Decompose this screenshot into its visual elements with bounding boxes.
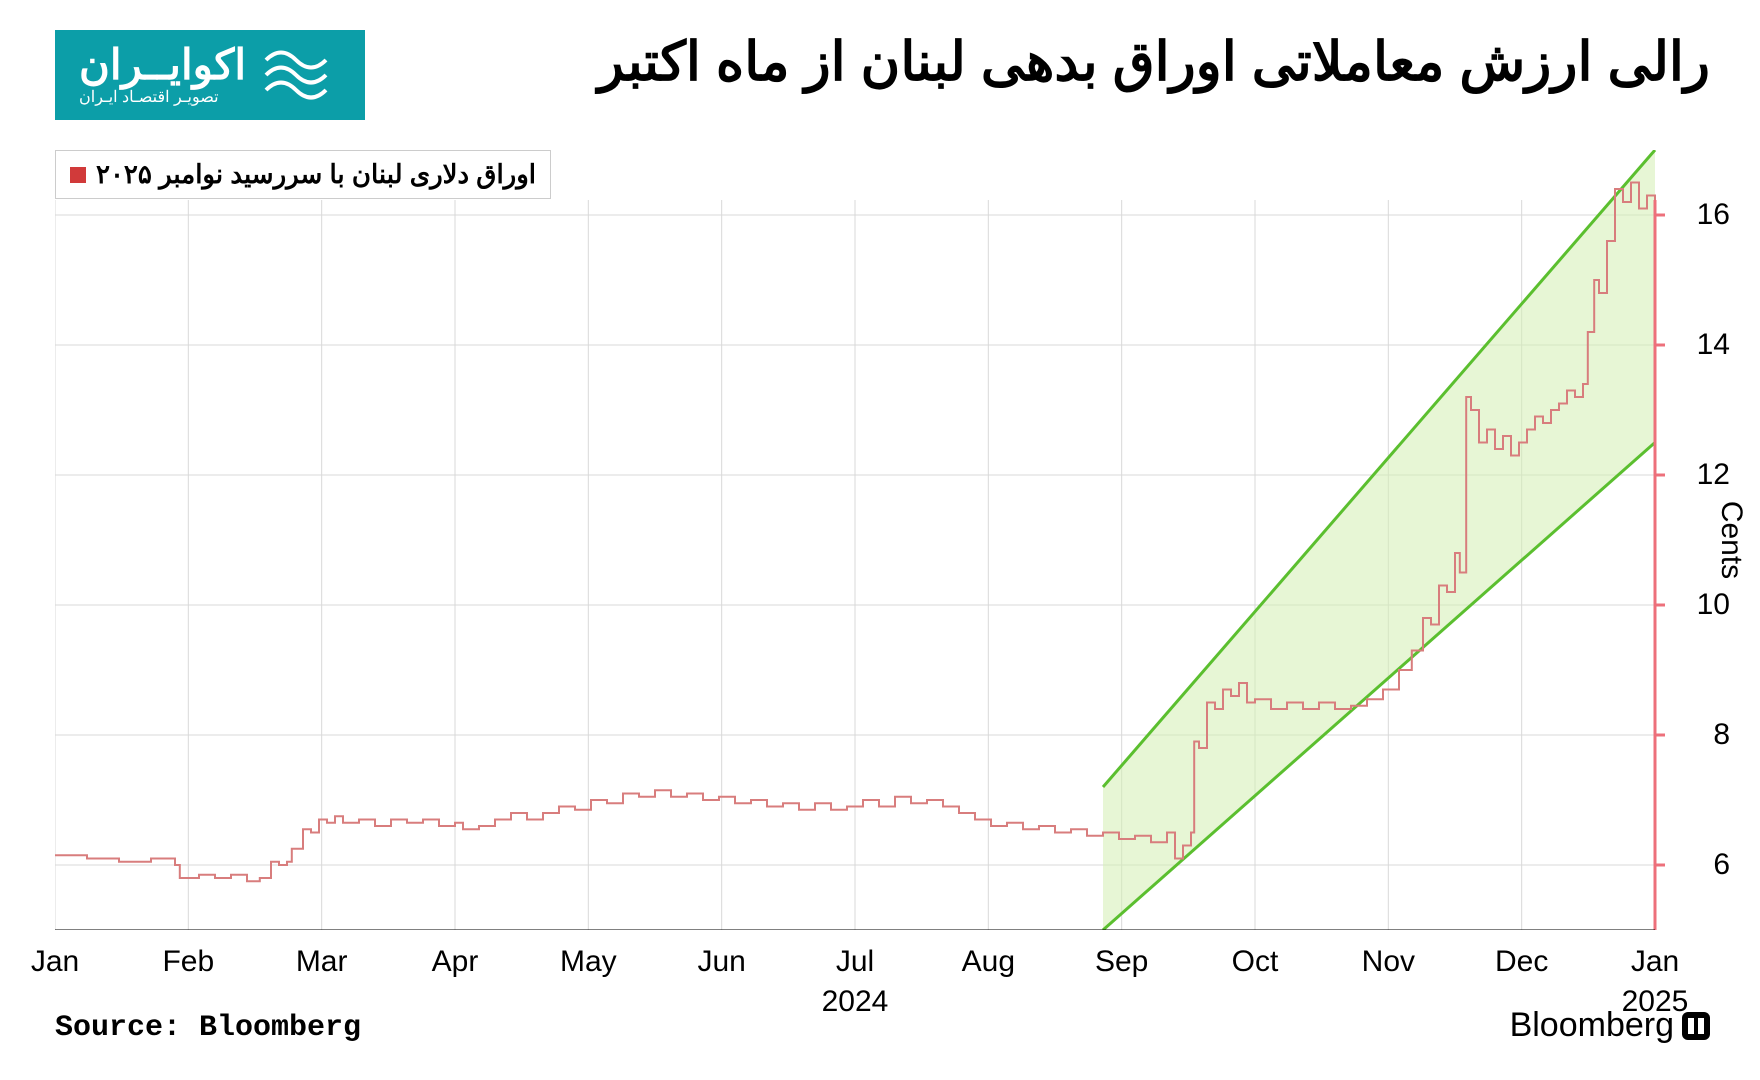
x-tick-label: Feb (162, 945, 214, 979)
y-tick-label: 16 (1697, 198, 1730, 232)
ecoiran-logo: اکوایــران تصویـر اقتصـاد ایـران (55, 30, 365, 120)
x-tick-label: Jan (31, 945, 79, 979)
x-tick-label: Jul (836, 945, 874, 979)
chart-svg (55, 150, 1675, 930)
legend-swatch (70, 167, 86, 183)
legend-label: اوراق دلاری لبنان با سررسید نوامبر ۲۰۲۵ (96, 159, 536, 190)
chart-title: رالی ارزش معاملاتی اوراق بدهی لبنان از م… (598, 30, 1710, 93)
y-tick-label: 14 (1697, 328, 1730, 362)
y-tick-label: 10 (1697, 588, 1730, 622)
x-tick-label: Mar (296, 945, 348, 979)
source-label: Source: Bloomberg (55, 1011, 361, 1045)
x-tick-label: May (560, 945, 617, 979)
y-tick-label: 12 (1697, 458, 1730, 492)
logo-main-text: اکوایــران (79, 44, 246, 86)
logo-wave-icon (261, 40, 331, 110)
legend: اوراق دلاری لبنان با سررسید نوامبر ۲۰۲۵ (55, 150, 551, 199)
x-tick-label: Sep (1095, 945, 1148, 979)
x-tick-label: Aug (962, 945, 1015, 979)
bloomberg-icon (1682, 1012, 1710, 1040)
bloomberg-brand: Bloomberg (1510, 1006, 1710, 1045)
x-tick-label: Jun (697, 945, 745, 979)
x-tick-label: Nov (1362, 945, 1415, 979)
x-tick-label: Dec (1495, 945, 1548, 979)
x-tick-label: Jan (1631, 945, 1679, 979)
chart-container: اکوایــران تصویـر اقتصـاد ایـران رالی ار… (0, 0, 1760, 1080)
y-tick-label: 8 (1713, 718, 1730, 752)
chart-area: اوراق دلاری لبنان با سررسید نوامبر ۲۰۲۵ … (55, 150, 1675, 930)
x-tick-label: Oct (1232, 945, 1279, 979)
y-tick-label: 6 (1713, 848, 1730, 882)
y-axis-title: Cents (1714, 501, 1748, 579)
logo-sub-text: تصویـر اقتصـاد ایـران (79, 90, 219, 106)
x-year-label: 2024 (822, 985, 889, 1019)
bloomberg-label: Bloomberg (1510, 1006, 1674, 1045)
x-tick-label: Apr (432, 945, 479, 979)
